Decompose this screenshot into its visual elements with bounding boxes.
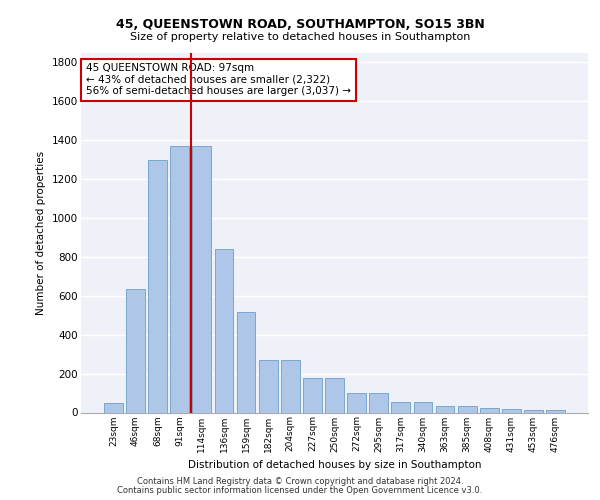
Bar [236,312,256,412]
X-axis label: Distribution of detached houses by size in Southampton: Distribution of detached houses by size … [188,460,481,470]
Bar [370,393,388,412]
Bar [126,289,145,412]
Bar [413,402,433,412]
Bar [436,406,454,412]
Y-axis label: Number of detached properties: Number of detached properties [37,150,46,314]
Bar [281,360,299,412]
Bar [480,408,499,412]
Bar [215,249,233,412]
Bar [148,160,167,412]
Bar [347,393,366,412]
Bar [502,408,521,412]
Bar [325,378,344,412]
Text: Contains public sector information licensed under the Open Government Licence v3: Contains public sector information licen… [118,486,482,495]
Text: Contains HM Land Registry data © Crown copyright and database right 2024.: Contains HM Land Registry data © Crown c… [137,477,463,486]
Bar [259,360,278,412]
Bar [458,406,476,412]
Text: Size of property relative to detached houses in Southampton: Size of property relative to detached ho… [130,32,470,42]
Bar [104,403,123,412]
Bar [524,410,543,412]
Bar [303,378,322,412]
Text: 45 QUEENSTOWN ROAD: 97sqm
← 43% of detached houses are smaller (2,322)
56% of se: 45 QUEENSTOWN ROAD: 97sqm ← 43% of detac… [86,64,351,96]
Bar [391,402,410,412]
Bar [170,146,189,412]
Bar [546,410,565,412]
Text: 45, QUEENSTOWN ROAD, SOUTHAMPTON, SO15 3BN: 45, QUEENSTOWN ROAD, SOUTHAMPTON, SO15 3… [116,18,484,30]
Bar [193,146,211,412]
